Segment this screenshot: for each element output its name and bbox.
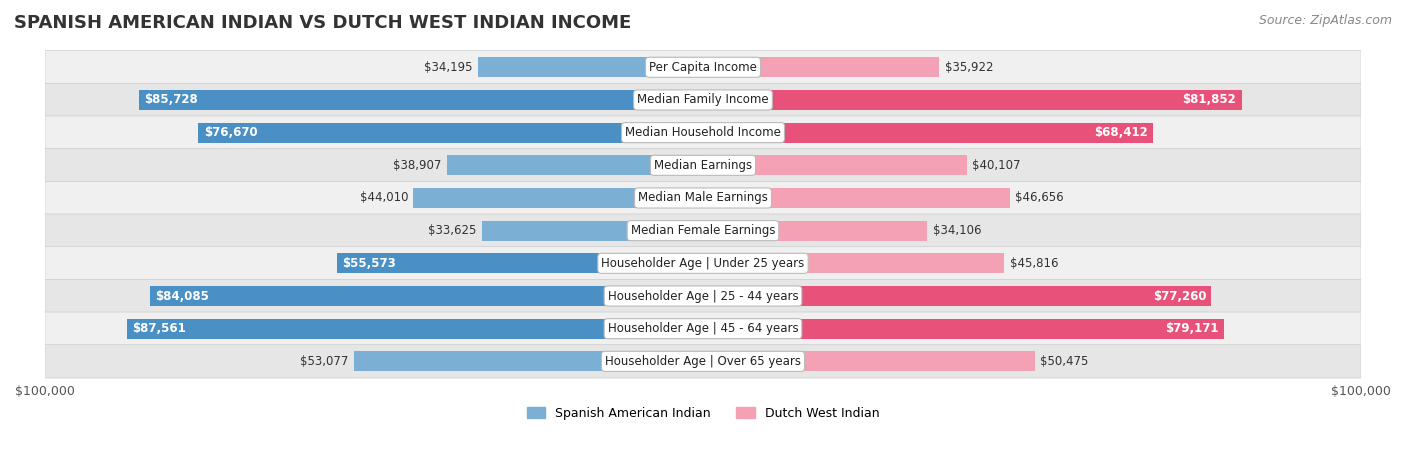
Text: Median Family Income: Median Family Income [637,93,769,106]
Bar [703,155,967,176]
Text: $44,010: $44,010 [360,191,408,205]
Bar [337,253,703,274]
FancyBboxPatch shape [45,247,1361,280]
FancyBboxPatch shape [45,50,1361,84]
Bar [413,188,703,208]
Text: $50,475: $50,475 [1040,355,1088,368]
Text: Householder Age | 25 - 44 years: Householder Age | 25 - 44 years [607,290,799,303]
Text: SPANISH AMERICAN INDIAN VS DUTCH WEST INDIAN INCOME: SPANISH AMERICAN INDIAN VS DUTCH WEST IN… [14,14,631,32]
Text: Median Female Earnings: Median Female Earnings [631,224,775,237]
FancyBboxPatch shape [45,279,1361,313]
Bar [127,318,703,339]
FancyBboxPatch shape [45,116,1361,149]
FancyBboxPatch shape [45,181,1361,215]
Bar [703,318,1225,339]
Bar [447,155,703,176]
Text: $34,106: $34,106 [932,224,981,237]
Text: $84,085: $84,085 [155,290,209,303]
Text: $35,922: $35,922 [945,61,993,74]
Text: $81,852: $81,852 [1182,93,1236,106]
Bar [139,90,703,110]
FancyBboxPatch shape [45,149,1361,182]
Bar [703,90,1241,110]
Bar [703,122,1153,143]
Bar [703,188,1010,208]
Text: Source: ZipAtlas.com: Source: ZipAtlas.com [1258,14,1392,27]
Bar [354,351,703,371]
Text: $55,573: $55,573 [343,257,396,270]
Bar [478,57,703,78]
FancyBboxPatch shape [45,312,1361,346]
Bar [482,220,703,241]
Text: $40,107: $40,107 [972,159,1021,172]
Text: $45,816: $45,816 [1010,257,1059,270]
Text: $76,670: $76,670 [204,126,257,139]
FancyBboxPatch shape [45,345,1361,378]
Text: Householder Age | Over 65 years: Householder Age | Over 65 years [605,355,801,368]
Bar [703,253,1004,274]
Text: Householder Age | 45 - 64 years: Householder Age | 45 - 64 years [607,322,799,335]
Text: Per Capita Income: Per Capita Income [650,61,756,74]
Text: $53,077: $53,077 [299,355,349,368]
Bar [703,286,1212,306]
Text: $46,656: $46,656 [1015,191,1064,205]
Bar [703,220,928,241]
Text: $33,625: $33,625 [427,224,477,237]
Legend: Spanish American Indian, Dutch West Indian: Spanish American Indian, Dutch West Indi… [522,402,884,425]
Text: $79,171: $79,171 [1166,322,1219,335]
Text: $68,412: $68,412 [1094,126,1147,139]
Text: $85,728: $85,728 [145,93,198,106]
Text: $38,907: $38,907 [394,159,441,172]
Text: $77,260: $77,260 [1153,290,1206,303]
Text: $34,195: $34,195 [425,61,472,74]
FancyBboxPatch shape [45,83,1361,117]
FancyBboxPatch shape [45,214,1361,248]
Bar [703,351,1035,371]
Bar [149,286,703,306]
Bar [703,57,939,78]
Text: Median Household Income: Median Household Income [626,126,780,139]
Text: $87,561: $87,561 [132,322,186,335]
Bar [198,122,703,143]
Text: Median Earnings: Median Earnings [654,159,752,172]
Text: Median Male Earnings: Median Male Earnings [638,191,768,205]
Text: Householder Age | Under 25 years: Householder Age | Under 25 years [602,257,804,270]
